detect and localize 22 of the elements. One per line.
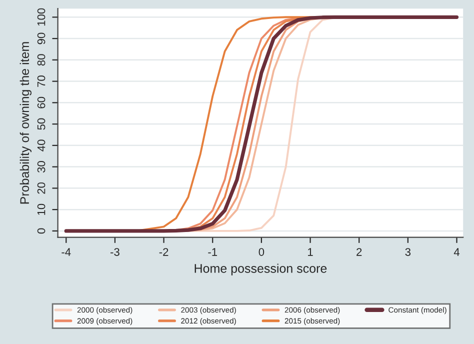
- y-tick-label: 10: [37, 204, 46, 215]
- x-axis-title: Home possession score: [194, 264, 327, 276]
- x-tick-label: -4: [62, 248, 71, 256]
- y-axis-title: Probability of owning the item: [20, 42, 32, 204]
- y-tick-label: 20: [37, 182, 46, 194]
- x-tick-label: 0: [258, 248, 264, 256]
- y-tick-label: 80: [37, 54, 46, 66]
- x-tick-label: 4: [454, 248, 460, 256]
- x-tick-label: 3: [405, 248, 411, 256]
- y-tick-label: 90: [37, 32, 46, 44]
- y-tick-label: 30: [37, 161, 46, 173]
- y-tick-label: 70: [37, 76, 46, 87]
- x-tick-label: -1: [208, 248, 218, 256]
- y-tick-label: 40: [37, 140, 46, 152]
- x-tick-label: -2: [159, 248, 168, 256]
- y-tick-label: 0: [37, 228, 46, 234]
- y-tick-label: 100: [37, 8, 46, 26]
- x-tick-label: 1: [308, 248, 313, 256]
- y-tick-label: 60: [37, 96, 46, 108]
- x-tick-label: -3: [110, 248, 120, 256]
- y-tick-label: 50: [37, 118, 46, 130]
- x-tick-label: 2: [356, 248, 362, 256]
